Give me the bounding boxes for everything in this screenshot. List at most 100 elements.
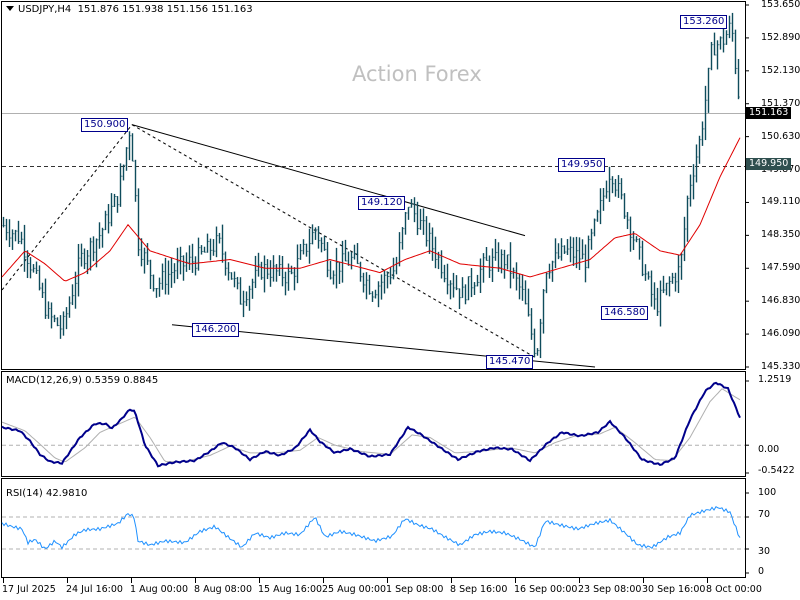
ohlc-bar bbox=[104, 210, 107, 231]
ohlc-bar bbox=[113, 193, 116, 207]
ohlc-bar bbox=[269, 260, 272, 287]
ohlc-bar bbox=[698, 135, 701, 164]
ohlc-bar bbox=[608, 166, 611, 202]
ohlc-bar bbox=[731, 12, 734, 42]
ohlc-bar bbox=[473, 282, 476, 295]
time-tick-label: 1 Sep 08:00 bbox=[386, 584, 444, 595]
price-tick-label: 152.890 bbox=[761, 31, 800, 43]
trendline[interactable] bbox=[131, 124, 526, 237]
ohlc-bar bbox=[365, 272, 368, 300]
ohlc-bar bbox=[521, 274, 524, 301]
ohlc-bar bbox=[554, 238, 557, 269]
ohlc-bar bbox=[482, 253, 485, 283]
main-panel-frame bbox=[1, 1, 746, 370]
ohlc-bar bbox=[440, 250, 443, 279]
ohlc-bar bbox=[470, 268, 473, 298]
ohlc-bar bbox=[716, 40, 719, 70]
ohlc-bar bbox=[674, 272, 677, 292]
ohlc-bar bbox=[374, 289, 377, 299]
ohlc-bar bbox=[506, 254, 509, 270]
ohlc-bar bbox=[278, 255, 281, 276]
ohlc-bar bbox=[368, 274, 371, 295]
ohlc-bar bbox=[122, 164, 125, 181]
swing-label-149950: 149.950 bbox=[558, 158, 606, 172]
ohlc-bar bbox=[83, 248, 86, 270]
swing-label-150900: 150.900 bbox=[81, 118, 129, 132]
ohlc-bar bbox=[197, 237, 200, 271]
macd-line bbox=[1, 381, 741, 468]
moving-average-line bbox=[1, 137, 741, 282]
ohlc-bar bbox=[383, 269, 386, 294]
ohlc-bar bbox=[131, 133, 134, 162]
ohlc-bar bbox=[329, 260, 332, 280]
ohlc-bar bbox=[485, 247, 488, 261]
time-tick-label: 8 Oct 00:00 bbox=[706, 584, 762, 595]
ohlc-bar bbox=[332, 270, 335, 285]
ohlc-bar bbox=[524, 280, 527, 305]
ohlc-bar bbox=[245, 291, 248, 307]
ohlc-bar bbox=[518, 273, 521, 300]
ohlc-bar bbox=[215, 226, 218, 258]
ohlc-bar bbox=[422, 208, 425, 235]
symbol-header[interactable]: USDJPY,H4 151.876 151.938 151.156 151.16… bbox=[6, 4, 253, 15]
ohlc-bar bbox=[155, 288, 158, 298]
ohlc-bar bbox=[563, 245, 566, 254]
ohlc-bar bbox=[98, 222, 101, 249]
ohlc-bar bbox=[251, 278, 254, 299]
ohlc-bar bbox=[260, 261, 263, 280]
ohlc-bar bbox=[446, 263, 449, 295]
price-tick-label: 145.330 bbox=[761, 361, 800, 372]
ohlc-bar bbox=[236, 276, 239, 290]
ohlc-bar bbox=[254, 255, 257, 289]
ohlc-bar bbox=[464, 284, 467, 305]
ohlc-bar bbox=[683, 216, 686, 262]
ohlc-bar bbox=[314, 227, 317, 240]
ohlc-bar bbox=[392, 257, 395, 280]
ohlc-bar bbox=[62, 311, 65, 336]
ohlc-bar bbox=[8, 219, 11, 248]
ohlc-bar bbox=[560, 238, 563, 261]
ohlc-bar bbox=[11, 229, 14, 250]
ohlc-bar bbox=[632, 231, 635, 251]
ohlc-bar bbox=[680, 252, 683, 280]
ohlc-bar bbox=[17, 220, 20, 244]
price-tick-label: 152.130 bbox=[761, 64, 800, 76]
ohlc-bar bbox=[266, 259, 269, 280]
ohlc-bar bbox=[497, 242, 500, 272]
ohlc-bar bbox=[224, 251, 227, 276]
ohlc-bar bbox=[146, 243, 149, 265]
ohlc-bar bbox=[137, 188, 140, 257]
time-tick-label: 30 Sep 16:00 bbox=[642, 584, 706, 595]
ohlc-bar bbox=[503, 249, 506, 279]
ohlc-bar bbox=[377, 281, 380, 308]
ohlc-bar bbox=[296, 244, 299, 284]
time-tick-label: 17 Jul 2025 bbox=[2, 584, 56, 595]
ohlc-bar bbox=[722, 28, 725, 53]
macd-tick-min: -0.5422 bbox=[758, 465, 795, 476]
ohlc-bar bbox=[2, 216, 5, 228]
current-price-tag: 151.163 bbox=[746, 107, 792, 119]
ohlc-bar bbox=[101, 227, 104, 248]
ohlc-bar bbox=[578, 237, 581, 270]
level-price-tag: 149.950 bbox=[746, 158, 792, 170]
price-tick-label: 149.110 bbox=[761, 196, 800, 208]
swing-label-146580: 146.580 bbox=[601, 306, 649, 320]
triangle-down-icon[interactable] bbox=[6, 6, 14, 11]
ohlc-bar bbox=[494, 238, 497, 261]
swing-label-149120: 149.120 bbox=[358, 196, 406, 210]
ohlc-bar bbox=[257, 252, 260, 277]
ohlc-bar bbox=[380, 274, 383, 300]
ohlc-bar bbox=[593, 218, 596, 237]
time-tick-label: 8 Aug 08:00 bbox=[194, 584, 253, 595]
ohlc-bar bbox=[542, 289, 545, 334]
ohlc-bar bbox=[617, 175, 620, 198]
ohlc-bar bbox=[50, 302, 53, 329]
ohlc-bar bbox=[20, 231, 23, 245]
ohlc-bar bbox=[584, 244, 587, 283]
ohlc-bar bbox=[287, 263, 290, 291]
ohlc-bar bbox=[449, 280, 452, 300]
trendline[interactable] bbox=[1, 124, 133, 291]
ohlc-bar bbox=[275, 263, 278, 282]
macd-tick-max: 1.2519 bbox=[758, 374, 792, 385]
